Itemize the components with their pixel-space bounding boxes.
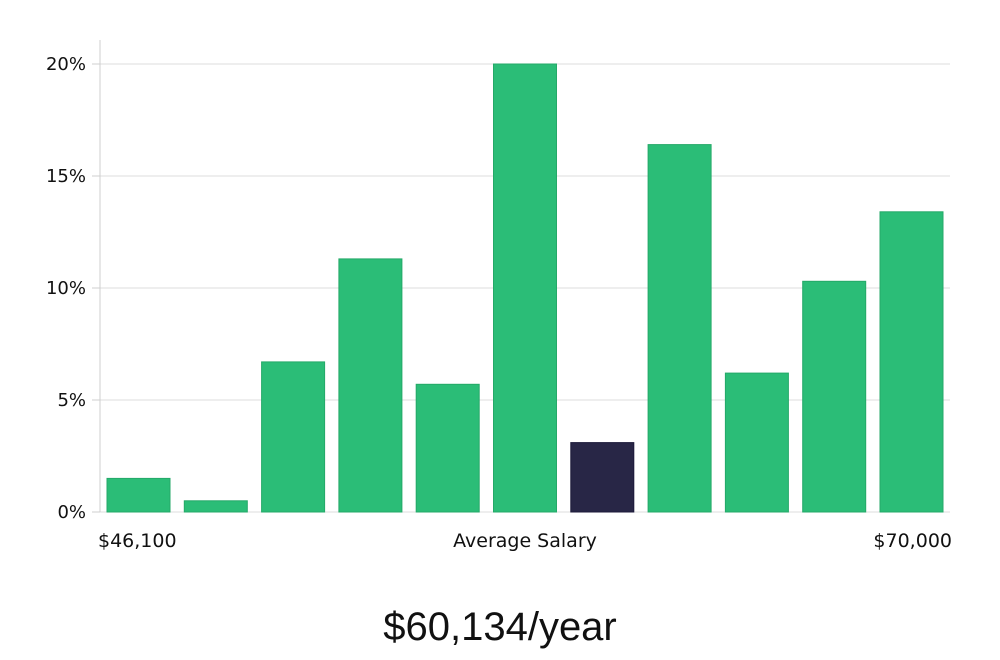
bar bbox=[879, 211, 944, 513]
bar bbox=[647, 144, 712, 513]
bar bbox=[261, 361, 326, 513]
y-tick-label: 15% bbox=[46, 166, 86, 187]
bar bbox=[724, 372, 789, 513]
bar bbox=[493, 63, 557, 513]
salary-histogram: 0% 5% 10% 15% 20% $46,100 Average Salary $70… bbox=[46, 40, 952, 552]
y-axis-ticks: 0% 5% 10% 15% 20% bbox=[46, 54, 100, 523]
bar bbox=[415, 383, 480, 513]
bars bbox=[106, 63, 944, 513]
bar bbox=[802, 280, 867, 513]
bar bbox=[106, 477, 171, 513]
average-salary-value: $60,134/year bbox=[383, 605, 617, 649]
x-start-label: $46,100 bbox=[98, 530, 177, 552]
y-tick-label: 5% bbox=[57, 390, 86, 411]
bar bbox=[338, 258, 403, 513]
bar-highlighted bbox=[570, 442, 635, 513]
y-tick-label: 10% bbox=[46, 278, 86, 299]
bar bbox=[183, 500, 248, 513]
y-tick-label: 0% bbox=[57, 502, 86, 523]
x-end-label: $70,000 bbox=[873, 530, 952, 552]
y-tick-label: 20% bbox=[46, 54, 86, 75]
x-axis-label: Average Salary bbox=[453, 530, 597, 552]
